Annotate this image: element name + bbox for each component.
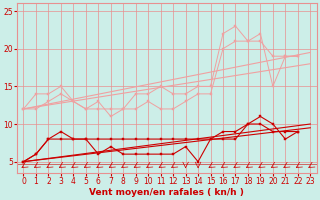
X-axis label: Vent moyen/en rafales ( kn/h ): Vent moyen/en rafales ( kn/h ) [90, 188, 244, 197]
